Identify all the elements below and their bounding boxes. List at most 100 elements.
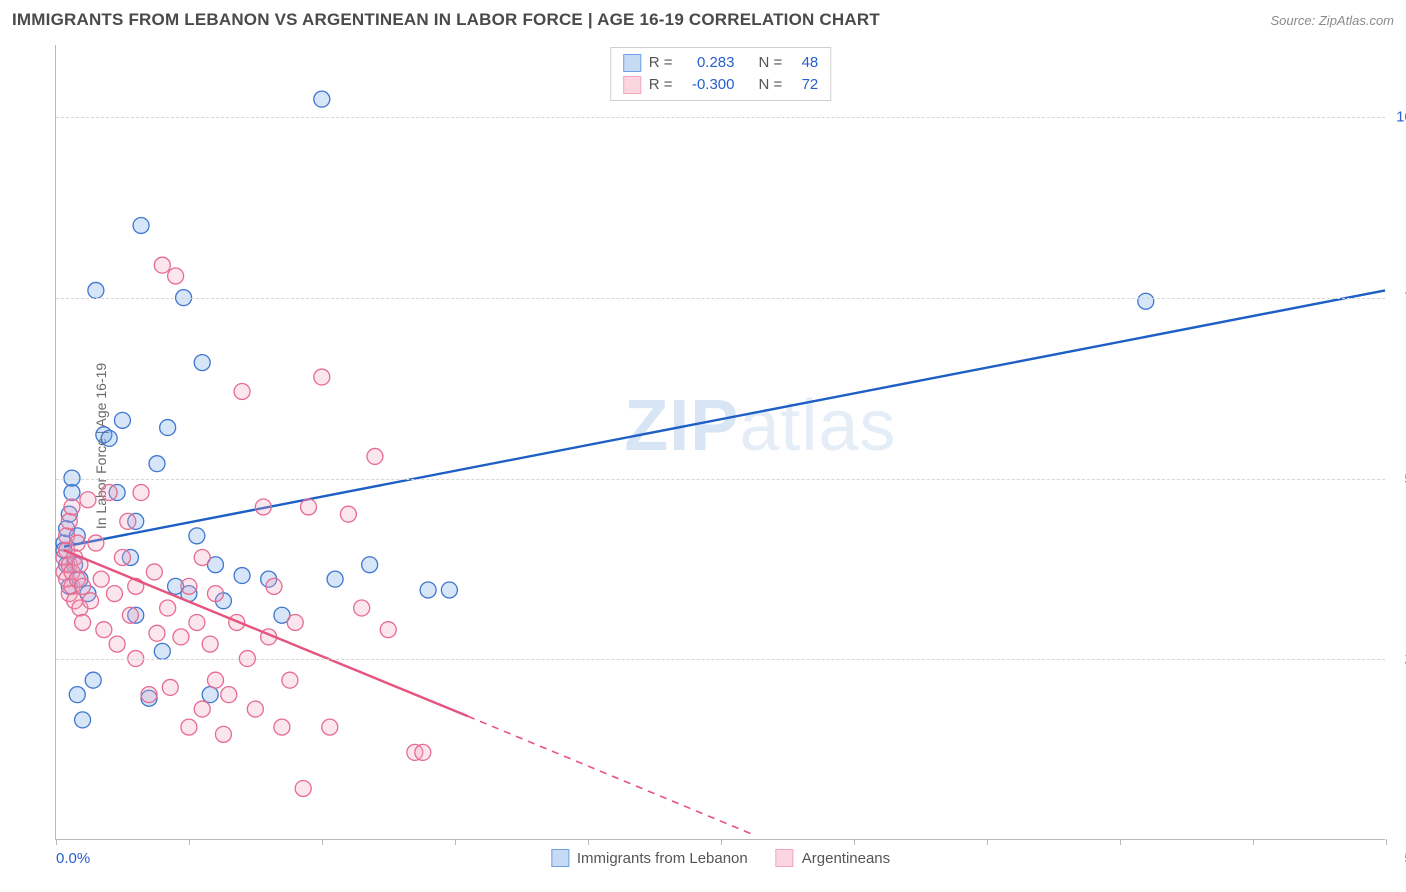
legend-series: Immigrants from Lebanon Argentineans xyxy=(551,849,890,867)
legend-item-2: Argentineans xyxy=(776,849,890,867)
data-point xyxy=(301,499,317,515)
data-point xyxy=(168,268,184,284)
data-point xyxy=(101,430,117,446)
data-point xyxy=(64,485,80,501)
x-tick xyxy=(854,839,855,845)
data-point xyxy=(247,701,263,717)
swatch-series-1 xyxy=(551,849,569,867)
x-tick xyxy=(56,839,57,845)
data-point xyxy=(181,578,197,594)
data-point xyxy=(295,780,311,796)
data-point xyxy=(160,600,176,616)
x-tick xyxy=(588,839,589,845)
x-tick xyxy=(455,839,456,845)
gridline xyxy=(56,479,1385,480)
trend-line-dash xyxy=(468,716,755,835)
data-point xyxy=(154,643,170,659)
data-point xyxy=(88,282,104,298)
data-point xyxy=(194,701,210,717)
data-point xyxy=(322,719,338,735)
legend-row-series-2: R = -0.300 N = 72 xyxy=(623,74,819,96)
data-point xyxy=(1138,293,1154,309)
x-tick xyxy=(1386,839,1387,845)
data-point xyxy=(154,257,170,273)
data-point xyxy=(149,456,165,472)
data-point xyxy=(221,687,237,703)
data-point xyxy=(133,217,149,233)
data-point xyxy=(207,672,223,688)
data-point xyxy=(114,412,130,428)
x-tick xyxy=(721,839,722,845)
data-point xyxy=(160,420,176,436)
swatch-series-2 xyxy=(623,76,641,94)
x-tick xyxy=(189,839,190,845)
data-point xyxy=(114,550,130,566)
data-point xyxy=(80,492,96,508)
data-point xyxy=(194,355,210,371)
data-point xyxy=(194,550,210,566)
data-point xyxy=(274,719,290,735)
data-point xyxy=(367,448,383,464)
plot-area: ZIPatlas R = 0.283 N = 48 R = -0.300 N =… xyxy=(55,45,1385,840)
x-tick xyxy=(987,839,988,845)
data-point xyxy=(133,485,149,501)
r-value-2: -0.300 xyxy=(681,74,735,96)
data-point xyxy=(314,91,330,107)
data-point xyxy=(88,535,104,551)
data-point xyxy=(75,578,91,594)
x-tick xyxy=(1120,839,1121,845)
data-point xyxy=(93,571,109,587)
x-tick-0: 0.0% xyxy=(56,850,90,867)
data-point xyxy=(181,719,197,735)
chart-svg xyxy=(56,45,1385,839)
data-point xyxy=(101,485,117,501)
legend-correlation: R = 0.283 N = 48 R = -0.300 N = 72 xyxy=(610,47,832,101)
y-tick-label: 100.0% xyxy=(1396,109,1406,126)
r-label: R = xyxy=(649,74,673,96)
data-point xyxy=(282,672,298,688)
data-point xyxy=(109,636,125,652)
legend-label-1: Immigrants from Lebanon xyxy=(577,850,748,867)
n-label: N = xyxy=(759,52,783,74)
swatch-series-2 xyxy=(776,849,794,867)
data-point xyxy=(122,607,138,623)
data-point xyxy=(340,506,356,522)
chart-title: IMMIGRANTS FROM LEBANON VS ARGENTINEAN I… xyxy=(12,10,880,30)
data-point xyxy=(75,614,91,630)
n-label: N = xyxy=(759,74,783,96)
data-point xyxy=(314,369,330,385)
data-point xyxy=(327,571,343,587)
data-point xyxy=(173,629,189,645)
gridline xyxy=(56,117,1385,118)
data-point xyxy=(202,687,218,703)
data-point xyxy=(61,513,77,529)
legend-label-2: Argentineans xyxy=(802,850,890,867)
n-value-1: 48 xyxy=(790,52,818,74)
data-point xyxy=(420,582,436,598)
data-point xyxy=(415,744,431,760)
x-tick xyxy=(1253,839,1254,845)
data-point xyxy=(234,568,250,584)
r-value-1: 0.283 xyxy=(681,52,735,74)
data-point xyxy=(83,593,99,609)
r-label: R = xyxy=(649,52,673,74)
data-point xyxy=(162,679,178,695)
data-point xyxy=(380,622,396,638)
chart-header: IMMIGRANTS FROM LEBANON VS ARGENTINEAN I… xyxy=(12,10,1394,30)
gridline xyxy=(56,659,1385,660)
data-point xyxy=(207,586,223,602)
data-point xyxy=(96,622,112,638)
data-point xyxy=(354,600,370,616)
n-value-2: 72 xyxy=(790,74,818,96)
legend-row-series-1: R = 0.283 N = 48 xyxy=(623,52,819,74)
data-point xyxy=(287,614,303,630)
data-point xyxy=(149,625,165,641)
legend-item-1: Immigrants from Lebanon xyxy=(551,849,748,867)
data-point xyxy=(141,687,157,703)
gridline xyxy=(56,298,1385,299)
data-point xyxy=(441,582,457,598)
data-point xyxy=(75,712,91,728)
data-point xyxy=(120,513,136,529)
data-point xyxy=(215,726,231,742)
data-point xyxy=(189,614,205,630)
